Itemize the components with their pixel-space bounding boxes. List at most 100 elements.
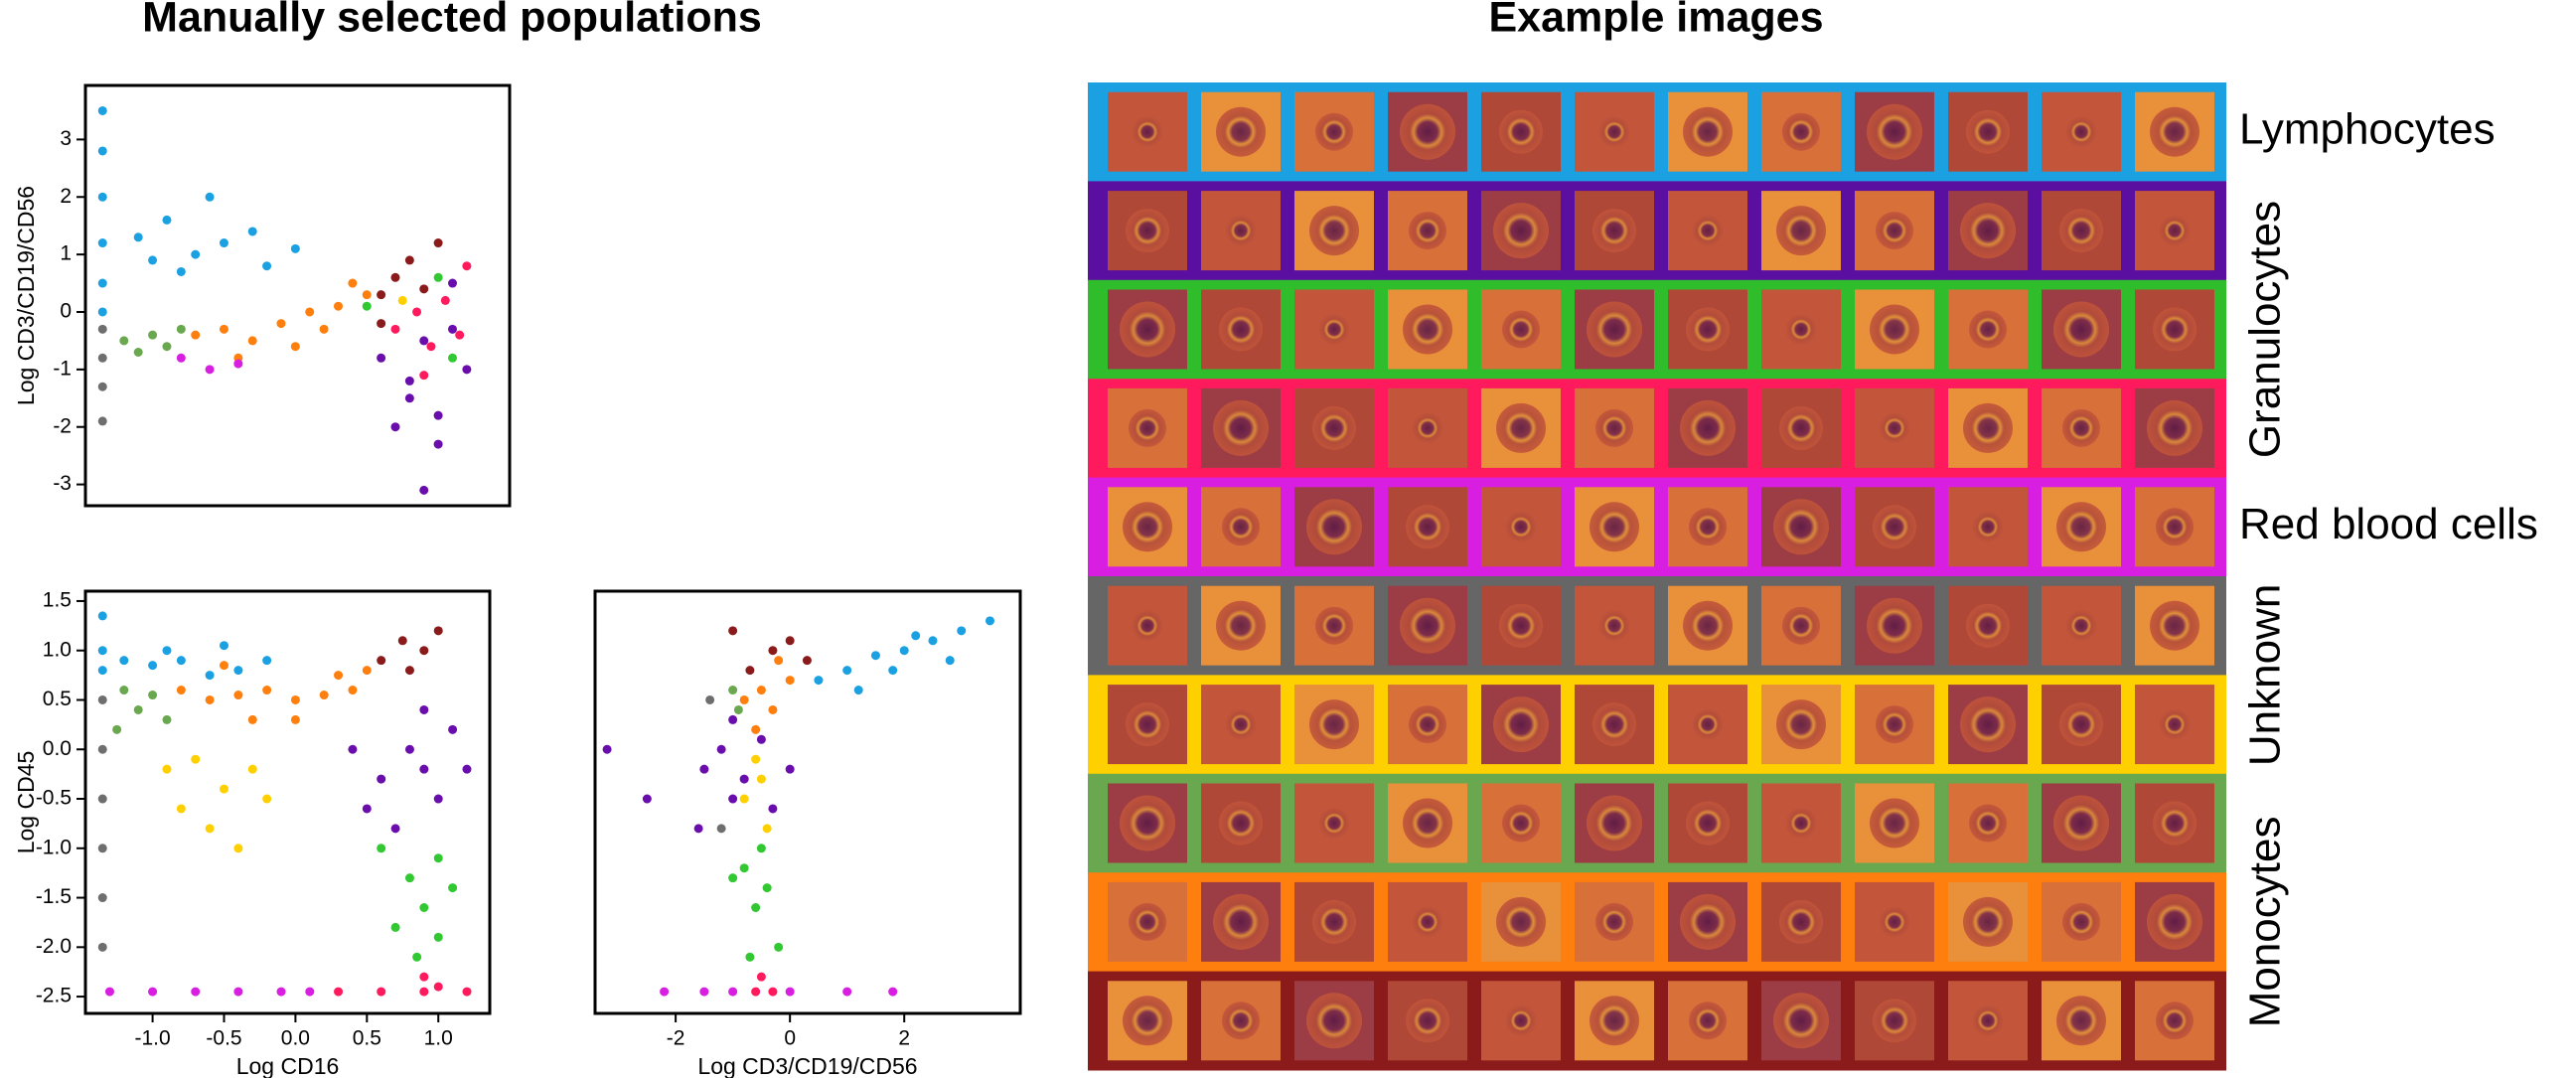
x-tick-label: 0.0 xyxy=(281,1027,310,1050)
cell-image xyxy=(1587,795,1642,851)
cell-image xyxy=(1132,609,1163,642)
point xyxy=(739,774,749,784)
cell-image xyxy=(1502,804,1540,843)
point xyxy=(419,972,429,982)
point xyxy=(462,261,472,271)
cell-image xyxy=(2053,301,2109,358)
y-tick-label: 0 xyxy=(60,300,72,323)
point xyxy=(148,330,158,340)
y-tick-label: -2.0 xyxy=(36,935,72,958)
row-label: Lymphocytes xyxy=(2239,104,2496,153)
cell-image xyxy=(2156,508,2194,546)
cell-image xyxy=(1879,411,1910,444)
right-title: Example images xyxy=(1488,0,1823,41)
point xyxy=(290,342,300,352)
point xyxy=(220,784,229,794)
cell-image xyxy=(1496,896,1546,947)
cell-image xyxy=(1315,112,1353,151)
point xyxy=(247,714,257,724)
point xyxy=(716,744,726,754)
y-tick-label: 1.5 xyxy=(43,589,72,612)
y-tick-label: -1 xyxy=(53,357,72,380)
point xyxy=(97,382,107,391)
plot-frame xyxy=(83,589,492,1015)
point xyxy=(377,290,386,300)
point xyxy=(888,666,898,676)
point xyxy=(433,439,443,449)
point xyxy=(985,616,995,626)
point xyxy=(842,987,852,997)
cell-image xyxy=(1505,1004,1537,1037)
point xyxy=(319,324,329,334)
point xyxy=(419,987,429,997)
point xyxy=(219,324,228,334)
plot-frame xyxy=(83,83,512,508)
cell-image xyxy=(1126,209,1169,253)
cell-image xyxy=(1867,597,1922,654)
cell-image xyxy=(1686,801,1730,846)
cell-image xyxy=(1222,1001,1260,1040)
point xyxy=(419,485,429,495)
point xyxy=(660,987,670,997)
point xyxy=(97,844,107,853)
point xyxy=(97,694,107,704)
cell-image xyxy=(1493,696,1549,753)
cell-image xyxy=(1972,511,2004,543)
point xyxy=(853,686,863,695)
point xyxy=(433,982,443,992)
point xyxy=(377,774,386,784)
point xyxy=(419,903,429,913)
cell-image xyxy=(1680,399,1736,456)
point xyxy=(433,932,443,942)
point xyxy=(448,883,458,893)
point xyxy=(262,656,272,666)
cell-image xyxy=(1692,215,1724,247)
point xyxy=(162,714,172,724)
point xyxy=(602,744,612,754)
cell-image xyxy=(1879,905,1910,938)
point xyxy=(768,646,778,656)
y-tick-label: 0.0 xyxy=(43,737,72,760)
cell-image xyxy=(1590,502,1639,552)
cell-image xyxy=(1400,103,1455,160)
point xyxy=(290,243,300,253)
point xyxy=(97,238,107,248)
point xyxy=(191,249,201,259)
cell-image xyxy=(1306,993,1362,1049)
point xyxy=(119,336,129,346)
point xyxy=(97,192,107,202)
x-tick-label: -2 xyxy=(667,1027,685,1050)
point xyxy=(397,295,407,305)
x-axis-label: Log CD3/CD19/CD56 xyxy=(697,1053,917,1078)
point xyxy=(176,266,186,276)
cell-image xyxy=(1403,304,1452,355)
point xyxy=(390,272,400,282)
cell-image xyxy=(1409,212,1446,250)
cell-image xyxy=(1963,896,2013,947)
cell-image xyxy=(1312,405,1356,450)
cell-image xyxy=(2053,795,2109,851)
left-title: Manually selected populations xyxy=(142,0,762,41)
y-axis-label: Log CD45 xyxy=(13,751,39,854)
point xyxy=(390,922,400,932)
point xyxy=(276,319,286,329)
point xyxy=(97,794,107,804)
cell-image xyxy=(2159,215,2191,247)
point xyxy=(362,804,372,814)
cell-image xyxy=(1219,307,1263,352)
cell-image xyxy=(1966,603,2010,648)
point xyxy=(728,714,738,724)
point xyxy=(762,824,772,834)
point xyxy=(377,319,386,329)
cell-image xyxy=(1309,699,1359,750)
point xyxy=(419,336,429,346)
cell-image xyxy=(1403,798,1452,848)
cell-image xyxy=(1785,313,1817,346)
cell-image xyxy=(1496,402,1546,453)
point xyxy=(262,794,272,804)
cell-image xyxy=(1120,795,1175,851)
cell-image xyxy=(1412,905,1443,938)
point xyxy=(739,863,749,873)
point xyxy=(762,883,772,893)
